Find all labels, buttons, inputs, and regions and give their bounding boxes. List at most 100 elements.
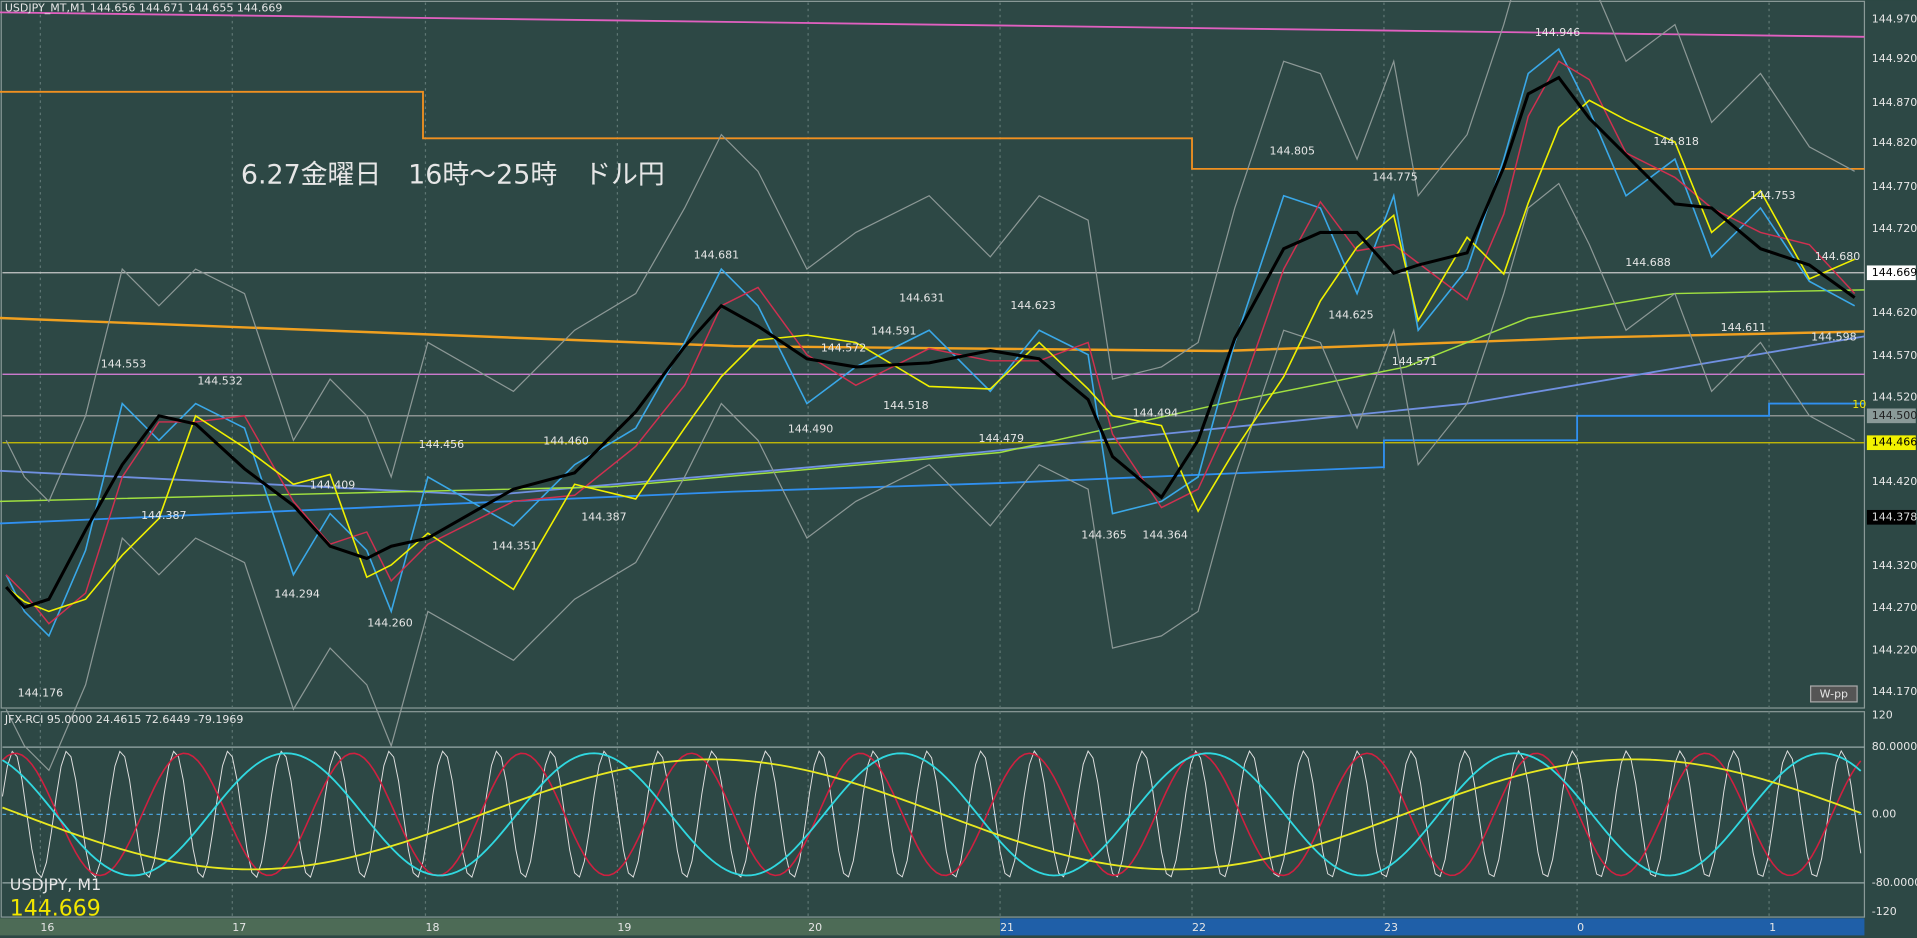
price-axis-label: 144.420 (1872, 475, 1917, 488)
price-annotation: 144.176 (18, 686, 64, 699)
green-step (0, 289, 1865, 503)
price-annotation: 144.775 (1372, 170, 1417, 183)
price-axis-label: 144.320 (1872, 559, 1917, 572)
price-axis-label: 144.720 (1872, 222, 1917, 235)
price-annotation: 144.553 (101, 357, 147, 370)
time-axis-label: 17 (232, 921, 246, 934)
price-annotation: 144.631 (899, 291, 945, 304)
price-axis-label: 144.270 (1872, 601, 1917, 614)
price-annotation: 144.688 (1625, 256, 1671, 269)
price-axis-label: 144.870 (1872, 96, 1917, 109)
price-annotation: 144.598 (1811, 331, 1857, 344)
price-axis-label: 144.570 (1872, 349, 1917, 362)
price-line (5, 47, 1856, 638)
price-axis-label: 144.520 (1872, 390, 1917, 403)
price-annotation: 144.625 (1328, 309, 1373, 322)
indicator-axis-label: -120 (1872, 905, 1897, 918)
price-annotation: 144.946 (1535, 26, 1580, 39)
price-annotation: 144.351 (492, 540, 538, 553)
price-axis-label: 144.220 (1872, 644, 1917, 657)
price-annotation: 144.364 (1142, 529, 1188, 542)
rci-mid (1, 752, 1862, 877)
time-axis-label: 20 (808, 921, 822, 934)
price-annotation: 144.623 (1010, 299, 1056, 312)
price-annotation: 144.753 (1750, 189, 1795, 202)
price-tag (1866, 509, 1916, 525)
last-price: 144.669 (10, 897, 101, 922)
price-annotation: 144.805 (1270, 145, 1316, 158)
price-annotation: 144.490 (788, 422, 834, 435)
red-ma (5, 60, 1856, 625)
indicator-axis-label: 120 (1872, 708, 1893, 721)
price-axis-label: 144.970 (1872, 13, 1917, 26)
indicator-axis-label: -80.0000 (1872, 876, 1917, 889)
price-annotation: 144.532 (197, 375, 242, 388)
price-annotation: 144.387 (141, 509, 187, 522)
price-annotation: 144.611 (1721, 321, 1767, 334)
bollinger-lower (5, 182, 1855, 772)
chart-title: 6.27金曜日 16時～25時 ドル円 (241, 160, 665, 191)
price-annotation: 144.387 (581, 510, 626, 523)
price-annotation: 144.365 (1081, 529, 1127, 542)
price-annotation: 144.572 (821, 342, 867, 355)
price-annotation: 144.571 (1392, 355, 1438, 368)
pivot-line (0, 11, 1865, 38)
price-annotation: 144.681 (694, 249, 740, 262)
price-annotation: 144.479 (979, 432, 1025, 445)
marker: 10 (1852, 398, 1866, 411)
labels: USDJPY_MT,M1 144.656 144.671 144.655 144… (4, 2, 1917, 934)
indicator-axis-label: 80.0000 (1872, 740, 1917, 753)
price-axis-label: 144.920 (1872, 52, 1917, 65)
bollinger-upper (5, 0, 1855, 503)
price-annotation: 144.818 (1653, 135, 1699, 148)
time-axis-label: 1 (1769, 921, 1776, 934)
price-tag-label: 144.466 (1872, 436, 1917, 449)
price-axis-label: 144.770 (1872, 180, 1917, 193)
chart-header: USDJPY_MT,M1 144.656 144.671 144.655 144… (5, 2, 283, 15)
time-axis-label: 21 (1000, 921, 1014, 934)
price-annotation: 144.409 (310, 479, 355, 492)
sub-frame (0, 711, 1866, 918)
time-axis-label: 0 (1577, 921, 1584, 934)
price-tag (1866, 265, 1916, 281)
price-annotation: 144.456 (419, 438, 465, 451)
price-tag-label: 144.378 (1872, 510, 1917, 523)
price-axis-label: 144.820 (1872, 136, 1917, 149)
price-annotation: 144.494 (1133, 406, 1179, 419)
blue-ma (0, 335, 1865, 497)
indicator-axis-label: 0.00 (1872, 807, 1897, 820)
orange-step (0, 90, 1865, 170)
price-tag (1866, 408, 1916, 424)
symbol: USDJPY, M1 (10, 875, 101, 894)
price-axis-label: 144.620 (1872, 306, 1917, 319)
time-axis-label: 22 (1192, 921, 1206, 934)
yellow-ma (5, 99, 1855, 613)
main-frame (0, 0, 1866, 709)
w-pp-label[interactable]: W-pp (1820, 688, 1848, 701)
black-ma (4, 75, 1856, 610)
price-annotation: 144.680 (1815, 250, 1861, 263)
session-bar (1000, 918, 1865, 936)
price-axis-label: 144.170 (1872, 685, 1917, 698)
price-annotation: 144.460 (543, 434, 589, 447)
rci-fast (1, 749, 1862, 879)
indicator-header: JFX-RCI 95.0000 24.4615 72.6449 -79.1969 (4, 713, 243, 726)
price-annotation: 144.294 (274, 587, 320, 600)
w-pp-button[interactable] (1810, 685, 1858, 703)
time-axis-label: 18 (425, 921, 439, 934)
price-annotation: 144.591 (871, 324, 917, 337)
rci-slow (1, 752, 1862, 877)
time-axis-label: 23 (1384, 921, 1398, 934)
price-tag-label: 144.500 (1872, 409, 1917, 422)
blue-step (0, 402, 1865, 525)
session-bar (0, 918, 1001, 936)
price-tag-label: 144.669 (1872, 266, 1917, 279)
rci-long (2, 758, 1862, 871)
time-axis-label: 19 (617, 921, 631, 934)
time-axis-label: 16 (40, 921, 54, 934)
price-tag (1866, 435, 1916, 451)
price-annotation: 144.260 (367, 617, 413, 630)
